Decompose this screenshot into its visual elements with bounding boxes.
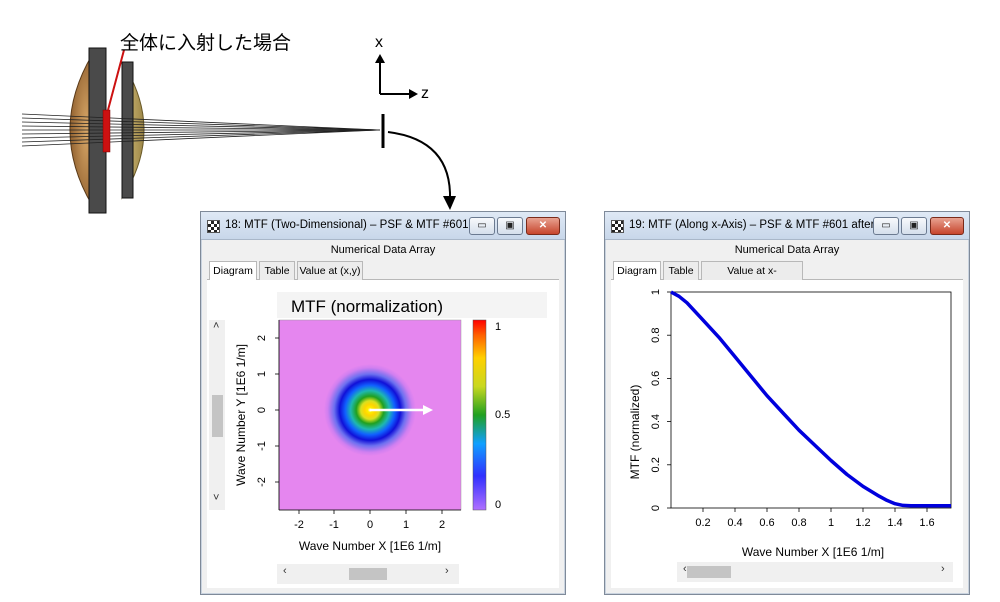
rays — [21, 113, 381, 147]
y-tick-label: 0.8 — [650, 328, 662, 343]
mtf-1d-title: 19: MTF (Along x-Axis) – PSF & MTF #601 … — [629, 219, 873, 231]
mtf-2d-window[interactable]: 18: MTF (Two-Dimensional) – PSF & MTF #6… — [200, 211, 566, 595]
app-icon — [207, 220, 220, 233]
mtf-1d-window[interactable]: 19: MTF (Along x-Axis) – PSF & MTF #601 … — [604, 211, 970, 595]
maximize-button[interactable]: ▣ — [497, 217, 523, 235]
mtf-1d-titlebar[interactable]: 19: MTF (Along x-Axis) – PSF & MTF #601 … — [605, 212, 969, 240]
app-icon — [611, 220, 624, 233]
mtf-2d-subtitle: Numerical Data Array — [330, 244, 436, 256]
axis-z-label: z — [421, 85, 429, 102]
axis-x-label: x — [375, 34, 383, 51]
scroll-down-arrow[interactable]: ˅ — [213, 492, 220, 504]
mtf-1d-content: 0.2 0.4 0.6 0.8 1 1.2 1.4 1.6 0 0.2 0.4 0.6 0.8 1 Wav… — [611, 280, 963, 588]
colorbar-tick: 0 — [495, 499, 501, 511]
y-tick: 2 — [256, 335, 268, 341]
mtf-1d-ylabel: MTF (normalized) — [628, 385, 642, 480]
x-tick: -2 — [294, 519, 304, 531]
x-tick-label: 0.8 — [791, 517, 806, 529]
x-tick-label: 1 — [828, 517, 834, 529]
hscroll-thumb[interactable] — [349, 568, 387, 580]
mtf-1d-xlabel: Wave Number X [1E6 1/m] — [742, 545, 884, 559]
x-tick-label: 0.2 — [695, 517, 710, 529]
mtf-curve — [670, 290, 951, 508]
pointer-arrow — [387, 131, 452, 201]
tab-table[interactable]: Table — [663, 261, 699, 280]
y-tick: -2 — [256, 477, 268, 487]
tab-diagram[interactable]: Diagram — [209, 261, 257, 281]
mtf-2d-xlabel: Wave Number X [1E6 1/m] — [299, 539, 441, 553]
tab-table[interactable]: Table — [259, 261, 295, 280]
tab-value-at-xy[interactable]: Value at (x,y) — [297, 261, 363, 280]
minimize-button[interactable]: ▭ — [469, 217, 495, 235]
tab-value-at-x[interactable]: Value at x-Coordinate — [701, 261, 803, 295]
y-tick-label: 0.6 — [650, 371, 662, 386]
optical-system-diagram — [21, 47, 456, 214]
mtf-1d-tabs: Diagram Table Value at x-Coordinate — [611, 261, 963, 295]
close-button[interactable]: ✕ — [526, 217, 560, 235]
y-tick: -1 — [256, 441, 268, 451]
colorbar-tick: 0.5 — [495, 409, 510, 421]
mtf-2d-vscroll[interactable]: ˄ ˅ — [209, 320, 225, 510]
mtf-2d-plot-title: MTF (normalization) — [291, 297, 443, 316]
y-tick-label: 1 — [650, 289, 662, 295]
mtf-2d-content: MTF (normalization) -2 -1 0 1 2 — [207, 280, 559, 588]
close-button[interactable]: ✕ — [930, 217, 964, 235]
mtf-1d-hscroll[interactable]: ‹ › — [677, 562, 953, 582]
x-tick-label: 1.4 — [887, 517, 902, 529]
scroll-up-arrow[interactable]: ˄ — [213, 320, 220, 332]
y-tick: 0 — [256, 407, 268, 413]
scroll-right-arrow[interactable]: › — [941, 563, 945, 575]
x-tick-label: 1.6 — [919, 517, 934, 529]
mtf-2d-tabs: Diagram Table Value at (x,y) — [207, 261, 559, 281]
hscroll-thumb[interactable] — [687, 566, 731, 578]
x-tick: 2 — [439, 519, 445, 531]
y-tick: 1 — [256, 371, 268, 377]
x-tick-label: 0.4 — [727, 517, 742, 529]
scroll-right-arrow[interactable]: › — [445, 565, 449, 577]
mtf-2d-ylabel: Wave Number Y [1E6 1/m] — [234, 344, 248, 486]
mtf-1d-subtitle: Numerical Data Array — [734, 244, 840, 256]
y-tick-label: 0.4 — [650, 414, 662, 429]
scroll-left-arrow[interactable]: ‹ — [283, 565, 287, 577]
mtf-1d-chart: 0.2 0.4 0.6 0.8 1 1.2 1.4 1.6 0 0.2 0.4 0.6 0.8 1 Wav… — [628, 289, 952, 559]
x-tick-label: 1.2 — [855, 517, 870, 529]
maximize-button[interactable]: ▣ — [901, 217, 927, 235]
x-tick-label: 0.6 — [759, 517, 774, 529]
y-tick-label: 0 — [650, 505, 662, 511]
colorbar-tick: 1 — [495, 321, 501, 333]
minimize-button[interactable]: ▭ — [873, 217, 899, 235]
annotation-label: 全体に入射した場合 — [120, 32, 292, 54]
y-tick-label: 0.2 — [650, 457, 662, 472]
plot-frame — [670, 291, 952, 509]
scroll-left-arrow[interactable]: ‹ — [683, 563, 687, 575]
colorbar — [472, 319, 487, 511]
mtf-2d-hscroll[interactable]: ‹ › — [277, 564, 459, 584]
x-tick: 0 — [367, 519, 373, 531]
label-pointer — [107, 49, 125, 111]
mtf-2d-title: 18: MTF (Two-Dimensional) – PSF & MTF #6… — [225, 219, 475, 231]
mtf-2d-titlebar[interactable]: 18: MTF (Two-Dimensional) – PSF & MTF #6… — [201, 212, 565, 240]
aperture-marker — [102, 109, 111, 153]
x-tick: -1 — [329, 519, 339, 531]
tab-diagram[interactable]: Diagram — [613, 261, 661, 281]
x-tick: 1 — [403, 519, 409, 531]
mtf-2d-chart: MTF (normalization) -2 -1 0 1 2 — [234, 292, 547, 553]
vscroll-thumb[interactable] — [212, 395, 223, 437]
